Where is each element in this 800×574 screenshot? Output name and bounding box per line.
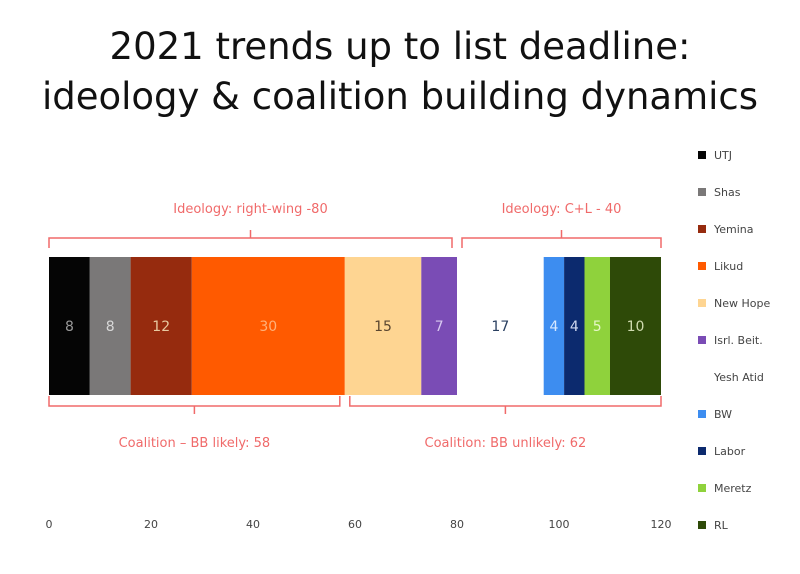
legend-swatch-rl [698,521,706,529]
legend: UTJ Shas Yemina Likud New Hope Isrl. Beit. Yes… [698,149,770,532]
legend-swatch-bw [698,410,706,418]
bar-value-label-bw: 4 [549,319,558,335]
legend-label-meretz: Meretz [714,482,752,495]
x-tick-label: 120 [651,518,672,531]
bar-value-label-shas: 8 [106,319,115,335]
bar-utj [49,257,90,395]
annotation-label: Coalition: BB unlikely: 62 [425,436,587,451]
x-tick-label: 0 [46,518,53,531]
bar-value-label-rl: 10 [627,319,645,335]
legend-label-rl: RL [714,519,729,532]
bar-labor [564,257,585,395]
legend-label-yemina: Yemina [713,223,754,236]
legend-swatch-yesh-atid [698,373,706,381]
bar-bw [543,257,565,395]
legend-swatch-meretz [698,484,706,492]
legend-label-bw: BW [714,408,732,421]
legend-label-utj: UTJ [714,149,732,162]
legend-swatch-utj [698,151,706,159]
legend-label-yesh-atid: Yesh Atid [713,371,764,384]
bar-value-label-yemina: 12 [152,319,170,335]
annotation-bracket [48,230,453,248]
annotation-label: Ideology: C+L - 40 [502,202,622,217]
legend-label-labor: Labor [714,445,746,458]
annotation-bracket [48,396,341,414]
bar-value-label-likud: 30 [259,319,277,335]
annotation-label: Coalition – BB likely: 58 [119,436,271,451]
legend-swatch-labor [698,447,706,455]
legend-swatch-yemina [698,225,706,233]
x-tick-label: 100 [549,518,570,531]
bar-likud [191,257,345,395]
legend-swatch-likud [698,262,706,270]
annotation-layer: Ideology: right-wing -80 Ideology: C+L - … [48,202,662,451]
bar-value-label-isrl-beit: 7 [435,319,444,335]
legend-swatch-isrl-beit [698,336,706,344]
bar-value-label-utj: 8 [65,319,74,335]
legend-swatch-new-hope [698,299,706,307]
bar-value-label-meretz: 5 [593,319,602,335]
bar-layer: 8 8 12 30 15 7 17 4 4 5 10 [49,257,661,395]
legend-label-shas: Shas [714,186,741,199]
bar-yemina [130,257,192,395]
bar-shas [89,257,131,395]
annotation-bracket [461,230,662,248]
bar-meretz [584,257,610,395]
bar-value-label-new-hope: 15 [374,319,392,335]
legend-label-likud: Likud [714,260,743,273]
x-tick-label: 20 [144,518,158,531]
chart-title-line-2: ideology & coalition building dynamics [41,75,759,118]
chart-title-line-1: 2021 trends up to list deadline: [109,25,691,68]
bar-yesh-atid [457,257,544,395]
bar-value-label-labor: 4 [570,319,579,335]
legend-label-isrl-beit: Isrl. Beit. [714,334,763,347]
legend-swatch-shas [698,188,706,196]
x-tick-label: 40 [246,518,260,531]
bar-isrl-beit [421,257,457,395]
annotation-bracket [349,396,662,414]
x-tick-label: 80 [450,518,464,531]
x-tick-label: 60 [348,518,362,531]
bar-rl [610,257,661,395]
annotation-label: Ideology: right-wing -80 [173,202,327,217]
bar-value-label-yesh-atid: 17 [491,319,509,335]
chart-title: 2021 trends up to list deadline: ideolog… [0,22,800,122]
x-axis: 0 20 40 60 80 100 120 [46,518,672,531]
legend-label-new-hope: New Hope [714,297,770,310]
bar-new-hope [344,257,422,395]
